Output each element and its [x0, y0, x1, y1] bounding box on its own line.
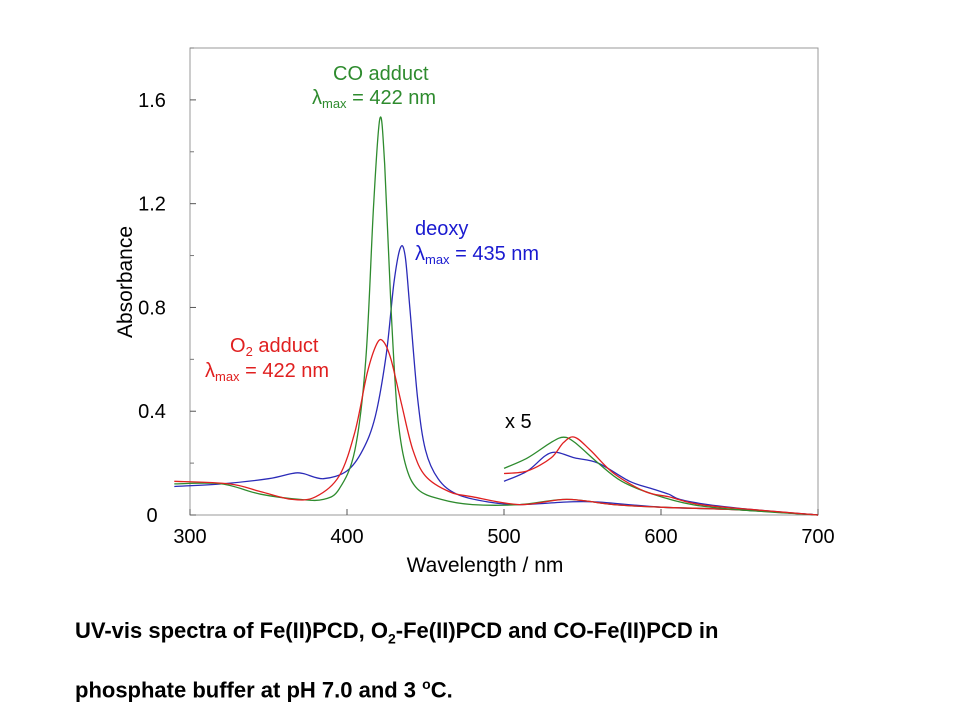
series-line-co-adduct	[174, 116, 819, 516]
figure-caption: UV-vis spectra of Fe(II)PCD, O2-Fe(II)PC…	[75, 608, 935, 714]
series-layer	[174, 116, 819, 516]
series-line-deoxy-x-5	[503, 451, 819, 516]
y-tick-label: 1.2	[138, 194, 166, 216]
x-axis-title: Wavelength / nm	[407, 554, 564, 577]
annotation-deoxy-line1: deoxy	[415, 218, 468, 240]
annotation-o2: O2 adduct λmax = 422 nm	[205, 335, 329, 384]
x-tick-label: 400	[330, 526, 363, 548]
x-tick-label: 600	[644, 526, 677, 548]
annotation-co-line1: CO adduct	[333, 63, 429, 85]
annotation-x5: x 5	[505, 411, 532, 433]
x-tick-label: 700	[801, 526, 834, 548]
annotation-o2-line1: O2 adduct	[230, 335, 319, 359]
caption-line-2: phosphate buffer at pH 7.0 and 3 oC.	[75, 676, 453, 703]
annotation-co: CO adduct λmax = 422 nm	[312, 63, 436, 111]
x-tick-label: 500	[487, 526, 520, 548]
y-axis-title: Absorbance	[114, 226, 137, 338]
axis-ticks: 300 400 500 600 700 0 0.4 0.8 1.2 1.6	[138, 47, 835, 548]
y-tick-label: 0.8	[138, 297, 166, 319]
series-line-deoxy	[174, 245, 819, 516]
x-tick-label: 300	[173, 526, 206, 548]
annotation-o2-line2: λmax = 422 nm	[205, 360, 329, 384]
series-line-o2-adduct	[174, 338, 819, 516]
y-tick-label: 1.6	[138, 90, 166, 112]
plot-frame	[189, 47, 819, 516]
annotation-deoxy-line2: λmax = 435 nm	[415, 243, 539, 267]
series-line-o2-adduct-x-5	[503, 436, 819, 516]
annotation-co-line2: λmax = 422 nm	[312, 87, 436, 111]
y-tick-label: 0.4	[138, 401, 166, 423]
caption-line-1: UV-vis spectra of Fe(II)PCD, O2-Fe(II)PC…	[75, 618, 719, 647]
y-tick-label: 0	[146, 505, 157, 527]
series-line-co-adduct-x-5	[503, 436, 819, 516]
annotation-deoxy: deoxy λmax = 435 nm	[415, 218, 539, 267]
